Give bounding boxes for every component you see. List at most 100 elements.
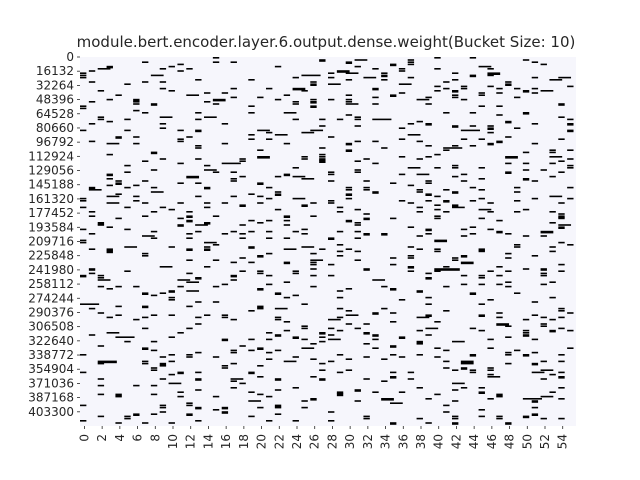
heatmap-cell bbox=[159, 68, 167, 70]
heatmap-cell bbox=[186, 211, 193, 213]
heatmap-cell bbox=[266, 338, 273, 341]
heatmap-cell bbox=[97, 116, 105, 118]
heatmap-cell bbox=[319, 340, 326, 343]
heatmap-cell bbox=[363, 233, 370, 236]
heatmap-cell bbox=[487, 74, 494, 77]
heatmap-cell bbox=[354, 118, 361, 121]
heatmap-cell bbox=[558, 371, 565, 374]
heatmap-cell bbox=[496, 266, 503, 268]
heatmap-cell bbox=[88, 101, 96, 103]
heatmap-cell bbox=[425, 193, 432, 196]
heatmap-cell bbox=[212, 103, 220, 105]
heatmap-cell bbox=[407, 202, 415, 204]
heatmap-cell bbox=[540, 323, 547, 325]
heatmap-cell bbox=[540, 274, 547, 277]
heatmap-cell bbox=[266, 332, 273, 334]
heatmap-cell bbox=[531, 400, 539, 403]
heatmap-cell bbox=[363, 332, 370, 335]
heatmap-cell bbox=[266, 395, 273, 398]
heatmap-cell bbox=[549, 391, 556, 393]
heatmap-cell bbox=[505, 257, 512, 259]
heatmap-cell bbox=[531, 61, 539, 63]
heatmap-cell bbox=[328, 202, 335, 204]
heatmap-cell bbox=[531, 314, 539, 316]
heatmap-cell bbox=[221, 367, 229, 369]
heatmap-cell bbox=[292, 167, 299, 169]
heatmap-cell bbox=[97, 345, 105, 347]
heatmap-cell bbox=[115, 180, 122, 182]
heatmap-cell bbox=[159, 158, 167, 160]
heatmap-cell bbox=[319, 118, 326, 121]
heatmap-cell bbox=[177, 332, 184, 334]
x-tick-label: 46 bbox=[485, 434, 499, 449]
heatmap-cell bbox=[195, 158, 202, 160]
heatmap-cell bbox=[150, 191, 164, 193]
heatmap-cell bbox=[558, 224, 572, 226]
heatmap-cell bbox=[177, 371, 184, 375]
heatmap-cell bbox=[452, 164, 459, 167]
heatmap-cell bbox=[390, 257, 397, 259]
heatmap-cell bbox=[186, 136, 193, 138]
heatmap-cell bbox=[443, 360, 450, 363]
heatmap-cell bbox=[363, 356, 370, 358]
heatmap-cell bbox=[487, 68, 494, 70]
heatmap-cell bbox=[460, 85, 468, 88]
heatmap-cell bbox=[212, 409, 220, 411]
heatmap-cell bbox=[159, 406, 167, 409]
heatmap-cell bbox=[310, 261, 317, 264]
heatmap-cell bbox=[150, 384, 158, 387]
heatmap-cell bbox=[531, 92, 539, 94]
heatmap-cell bbox=[257, 288, 264, 291]
heatmap-cell bbox=[186, 233, 193, 235]
heatmap-cell bbox=[283, 261, 291, 265]
heatmap-cell bbox=[452, 145, 459, 147]
heatmap-cell bbox=[186, 175, 200, 179]
heatmap-cell bbox=[97, 393, 105, 396]
heatmap-cell bbox=[549, 156, 563, 158]
heatmap-cell bbox=[186, 94, 200, 96]
heatmap-cell bbox=[159, 116, 173, 118]
heatmap-cell bbox=[443, 411, 450, 413]
heatmap-cell bbox=[407, 123, 415, 125]
heatmap-cell bbox=[88, 334, 96, 336]
y-tick-label: 145188 bbox=[28, 178, 74, 192]
heatmap-cell bbox=[478, 303, 485, 305]
heatmap-cell bbox=[425, 314, 432, 317]
heatmap-cell bbox=[407, 226, 415, 228]
heatmap-cell bbox=[522, 334, 530, 337]
heatmap-cell bbox=[257, 149, 264, 151]
heatmap-cell bbox=[124, 206, 131, 209]
heatmap-cell bbox=[336, 244, 344, 246]
heatmap-cell bbox=[97, 378, 105, 380]
heatmap-cell bbox=[204, 202, 211, 204]
heatmap-cell bbox=[558, 215, 565, 218]
x-tick-label: 40 bbox=[432, 434, 446, 449]
heatmap-cell bbox=[567, 167, 574, 169]
heatmap-cell bbox=[97, 360, 117, 364]
heatmap-cell bbox=[204, 186, 211, 190]
heatmap-cell bbox=[133, 101, 140, 103]
heatmap-cell bbox=[336, 290, 344, 292]
heatmap-cell bbox=[452, 90, 459, 93]
heatmap-cell bbox=[328, 274, 335, 277]
heatmap-cell bbox=[549, 250, 556, 253]
heatmap-cell bbox=[168, 354, 175, 356]
heatmap-cell bbox=[354, 208, 361, 211]
heatmap-cell bbox=[531, 180, 539, 182]
heatmap-cell bbox=[186, 354, 193, 356]
heatmap-cell bbox=[230, 87, 237, 90]
heatmap-cell bbox=[168, 90, 175, 92]
heatmap-cell bbox=[514, 211, 521, 213]
heatmap-cell bbox=[328, 83, 341, 85]
heatmap-cell bbox=[186, 219, 193, 223]
heatmap-cell bbox=[328, 360, 335, 363]
heatmap-cell bbox=[106, 248, 113, 251]
heatmap-cell bbox=[266, 138, 273, 140]
heatmap-cell bbox=[478, 178, 485, 180]
heatmap-cell bbox=[177, 182, 184, 184]
heatmap-cell bbox=[540, 272, 547, 275]
heatmap-cell bbox=[443, 211, 450, 213]
heatmap-cell bbox=[558, 263, 565, 266]
heatmap-cell bbox=[478, 283, 485, 286]
heatmap-cell bbox=[150, 151, 158, 155]
